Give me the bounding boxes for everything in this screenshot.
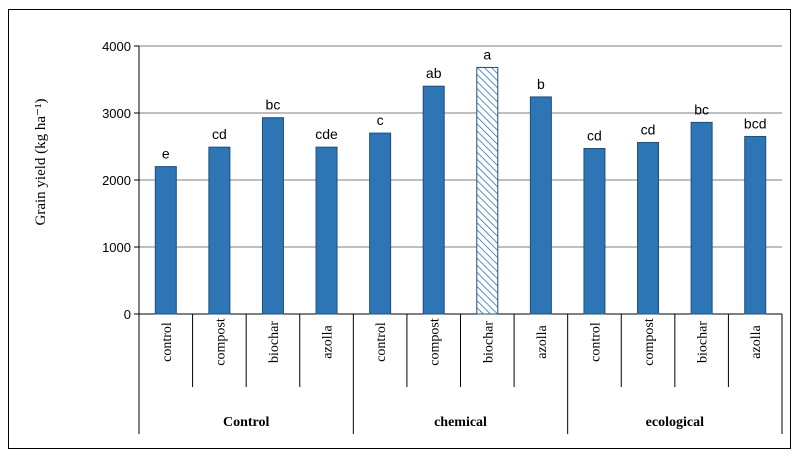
category-label: compost: [642, 318, 657, 366]
significance-letter: cd: [641, 121, 656, 137]
category-label: compost: [428, 318, 443, 366]
category-label: biochar: [267, 321, 282, 363]
significance-letter: c: [377, 112, 384, 128]
y-tick-label: 0: [124, 307, 131, 322]
significance-letter: bc: [694, 101, 709, 117]
significance-letter: b: [537, 76, 545, 92]
significance-letter: a: [483, 46, 491, 62]
category-label: azolla: [321, 325, 336, 359]
significance-letter: ab: [426, 65, 442, 81]
bar: [583, 148, 606, 315]
bar: [261, 117, 284, 315]
labels: 01000200030004000econtrolcdcompostbcbioc…: [102, 39, 766, 430]
bar: [744, 135, 767, 315]
grain-yield-chart: 01000200030004000econtrolcdcompostbcbioc…: [33, 39, 783, 434]
y-axis-label: Grain yield (kg ha⁻¹): [33, 99, 49, 226]
bars: [154, 66, 767, 315]
bar: [154, 166, 177, 315]
bar: [208, 146, 231, 315]
gridlines: [139, 45, 782, 315]
bar: [690, 121, 713, 315]
significance-letter: e: [162, 146, 170, 162]
significance-letter: cd: [212, 126, 227, 142]
group-label: chemical: [434, 415, 487, 430]
y-tick-label: 3000: [102, 106, 131, 121]
bar: [369, 132, 392, 315]
category-label: control: [160, 322, 175, 362]
y-tick-label: 2000: [102, 173, 131, 188]
category-label: biochar: [696, 321, 711, 363]
category-label: control: [588, 322, 603, 362]
group-label: Control: [223, 415, 270, 430]
bar: [637, 141, 660, 315]
significance-letter: cde: [315, 126, 338, 142]
bar: [315, 146, 338, 315]
significance-letter: cd: [587, 128, 602, 144]
y-tick-label: 4000: [102, 39, 131, 54]
category-label: biochar: [481, 321, 496, 363]
bar: [529, 96, 552, 315]
category-label: azolla: [535, 325, 550, 359]
category-label: control: [374, 322, 389, 362]
category-label: azolla: [749, 325, 764, 359]
category-label: compost: [213, 318, 228, 366]
axes: [134, 45, 783, 434]
bar: [476, 66, 499, 315]
significance-letter: bc: [266, 97, 281, 113]
group-label: ecological: [646, 415, 704, 430]
significance-letter: bcd: [744, 115, 767, 131]
y-tick-label: 1000: [102, 240, 131, 255]
chart-frame: 0 1000 2000 3000 4000 e control cd compost bc bioc…: [8, 9, 791, 449]
bar: [422, 85, 445, 315]
